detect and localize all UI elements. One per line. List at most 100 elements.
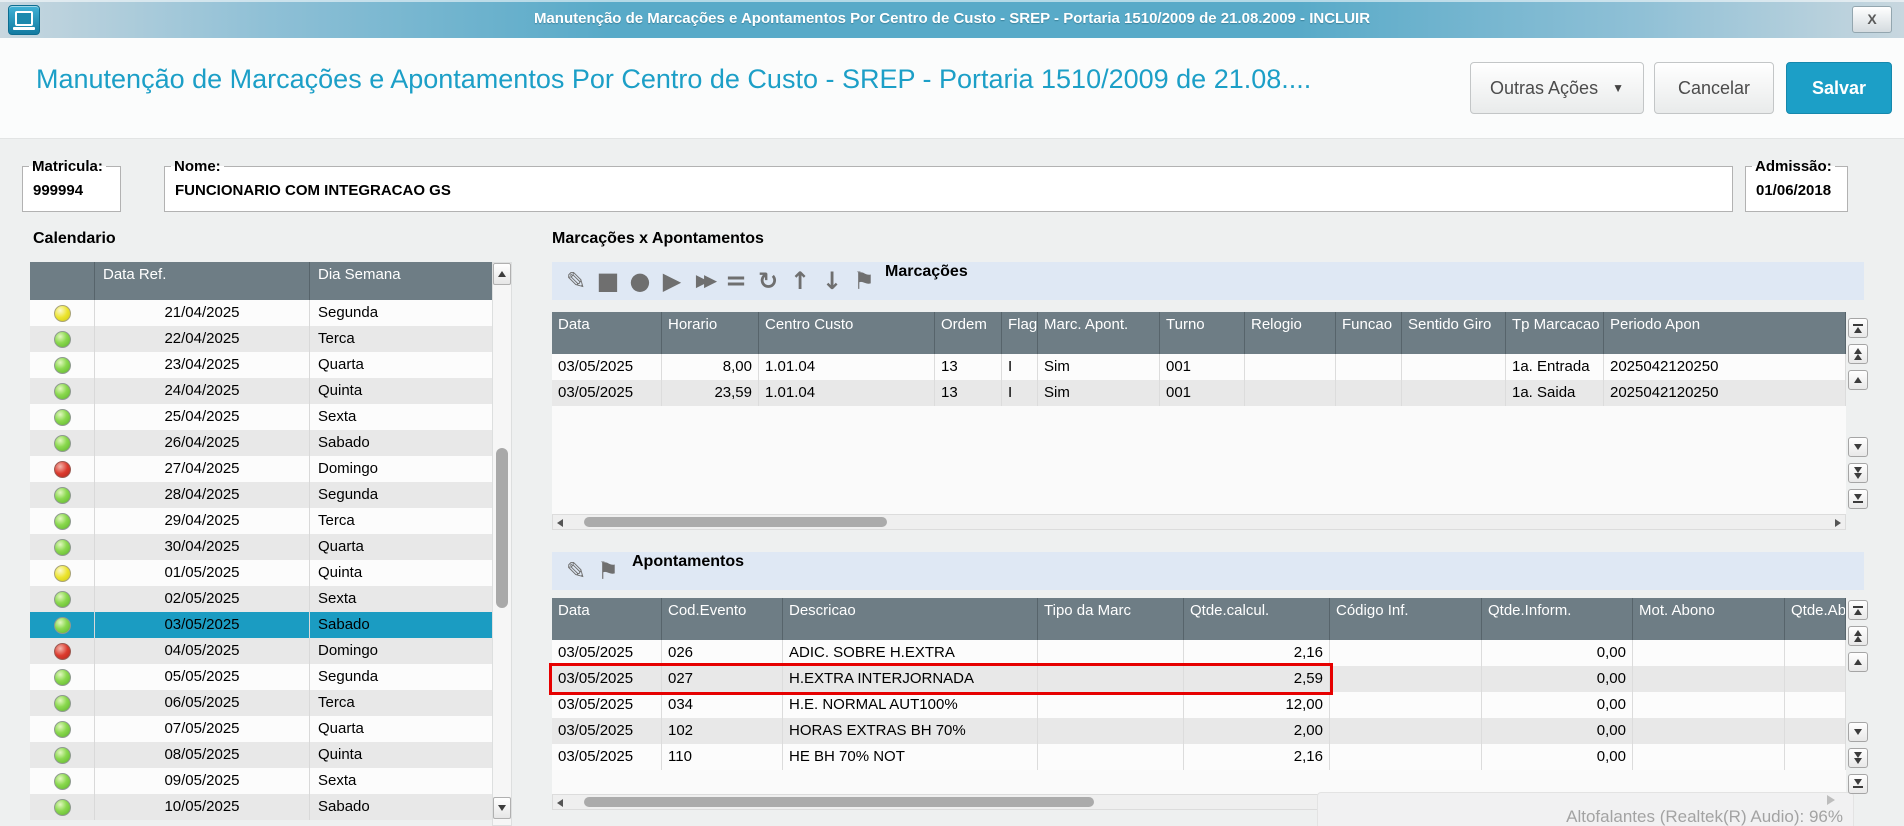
- status-cell: [30, 326, 95, 352]
- table-row[interactable]: 03/05/2025 034 H.E. NORMAL AUT100% 12,00 0,0…: [552, 692, 1846, 718]
- close-button[interactable]: X: [1852, 6, 1892, 33]
- scroll-down-button[interactable]: [1848, 437, 1868, 457]
- column-header-dia-semana[interactable]: Dia Semana: [318, 266, 401, 283]
- calendar-row[interactable]: 08/05/2025 Quinta: [30, 742, 492, 768]
- apontamentos-label: Apontamentos: [632, 553, 744, 570]
- scroll-down-button[interactable]: [493, 797, 511, 819]
- table-row[interactable]: 03/05/2025 026 ADIC. SOBRE H.EXTRA 2,16 0,00: [552, 640, 1846, 666]
- calendar-row[interactable]: 07/05/2025 Quarta: [30, 716, 492, 742]
- table-row[interactable]: 03/05/2025 102 HORAS EXTRAS BH 70% 2,00 0,00: [552, 718, 1846, 744]
- scroll-top-button[interactable]: [1848, 600, 1868, 620]
- calendar-row[interactable]: 02/05/2025 Sexta: [30, 586, 492, 612]
- cancel-button[interactable]: Cancelar: [1654, 62, 1774, 114]
- column-header[interactable]: Cod.Evento: [662, 598, 783, 640]
- column-header[interactable]: Turno: [1160, 312, 1245, 354]
- calendar-row[interactable]: 21/04/2025 Segunda: [30, 300, 492, 326]
- table-row[interactable]: 03/05/2025 110 HE BH 70% NOT 2,16 0,00: [552, 744, 1846, 770]
- equals-icon[interactable]: =: [725, 266, 747, 296]
- status-cell: [30, 612, 95, 638]
- scroll-up-button[interactable]: [1848, 652, 1868, 672]
- column-header[interactable]: Sentido Giro: [1402, 312, 1506, 354]
- column-header[interactable]: Código Inf.: [1330, 598, 1482, 640]
- calendar-row[interactable]: 10/05/2025 Sabado: [30, 794, 492, 820]
- scroll-up-button[interactable]: [1848, 370, 1868, 390]
- marcacoes-body: 03/05/2025 8,00 1.01.04 13 I Sim 001 1a. Entrad…: [552, 354, 1846, 514]
- scroll-up-button[interactable]: [493, 263, 511, 285]
- column-header[interactable]: Qtde.Inform.: [1482, 598, 1633, 640]
- calendar-row[interactable]: 28/04/2025 Segunda: [30, 482, 492, 508]
- calendar-row[interactable]: 23/04/2025 Quarta: [30, 352, 492, 378]
- page-down-button[interactable]: [1848, 748, 1868, 768]
- rotate-icon[interactable]: ↻: [757, 267, 779, 295]
- scroll-down-button[interactable]: [1848, 722, 1868, 742]
- table-cell: ADIC. SOBRE H.EXTRA: [783, 640, 1038, 666]
- page-up-button[interactable]: [1848, 626, 1868, 646]
- marcacoes-hscrollbar[interactable]: [552, 514, 1846, 530]
- arrow-up-icon[interactable]: ↑: [789, 267, 811, 295]
- column-header[interactable]: Descricao: [783, 598, 1038, 640]
- play-icon[interactable]: ▶: [662, 267, 682, 295]
- calendar-row[interactable]: 06/05/2025 Terca: [30, 690, 492, 716]
- calendar-date: 21/04/2025: [95, 300, 310, 326]
- calendar-row[interactable]: 25/04/2025 Sexta: [30, 404, 492, 430]
- fast-forward-icon[interactable]: ▶▶: [695, 271, 717, 291]
- calendar-date: 29/04/2025: [95, 508, 310, 534]
- column-header[interactable]: Qtde.calcul.: [1184, 598, 1330, 640]
- edit-icon[interactable]: ✎: [565, 267, 587, 295]
- table-cell: 03/05/2025: [552, 380, 662, 406]
- circle-icon[interactable]: ●: [629, 267, 651, 295]
- calendar-row[interactable]: 01/05/2025 Quinta: [30, 560, 492, 586]
- other-actions-button[interactable]: Outras Ações ▼: [1470, 62, 1644, 114]
- calendar-row[interactable]: 26/04/2025 Sabado: [30, 430, 492, 456]
- table-row[interactable]: 03/05/2025 027 H.EXTRA INTERJORNADA 2,59 0,0…: [552, 666, 1846, 692]
- scroll-bottom-button[interactable]: [1848, 489, 1868, 509]
- column-header[interactable]: Flag: [1002, 312, 1038, 354]
- calendar-row[interactable]: 29/04/2025 Terca: [30, 508, 492, 534]
- scroll-top-button[interactable]: [1848, 318, 1868, 338]
- scrollbar-thumb[interactable]: [496, 448, 508, 608]
- column-header[interactable]: Tp Marcacao: [1506, 312, 1604, 354]
- calendar-row[interactable]: 30/04/2025 Quarta: [30, 534, 492, 560]
- column-header[interactable]: Mot. Abono: [1633, 598, 1785, 640]
- scroll-left-icon[interactable]: [557, 519, 563, 527]
- column-header-data-ref[interactable]: Data Ref.: [95, 262, 310, 300]
- calendar-scrollbar[interactable]: [492, 262, 512, 826]
- flag-icon[interactable]: ⚑: [853, 267, 875, 295]
- calendar-row[interactable]: 09/05/2025 Sexta: [30, 768, 492, 794]
- scroll-bottom-button[interactable]: [1848, 774, 1868, 794]
- box-icon[interactable]: ■: [596, 267, 620, 295]
- calendar-date: 01/05/2025: [95, 560, 310, 586]
- column-header[interactable]: Data: [552, 598, 662, 640]
- column-header[interactable]: Horario: [662, 312, 759, 354]
- status-cell: [30, 794, 95, 820]
- table-cell: 03/05/2025: [552, 354, 662, 380]
- apontamentos-toolbar: ✎ ⚑ Apontamentos: [552, 552, 1864, 590]
- flag-icon[interactable]: ⚑: [597, 557, 619, 585]
- column-header[interactable]: Data: [552, 312, 662, 354]
- save-button[interactable]: Salvar: [1786, 62, 1892, 114]
- page-down-button[interactable]: [1848, 463, 1868, 483]
- column-header[interactable]: Ordem: [935, 312, 1002, 354]
- page-up-button[interactable]: [1848, 344, 1868, 364]
- calendar-row[interactable]: 22/04/2025 Terca: [30, 326, 492, 352]
- arrow-down-icon[interactable]: ↓: [821, 267, 843, 295]
- calendar-row[interactable]: 27/04/2025 Domingo: [30, 456, 492, 482]
- column-header[interactable]: Relogio: [1245, 312, 1336, 354]
- calendar-row[interactable]: 05/05/2025 Segunda: [30, 664, 492, 690]
- column-header[interactable]: Tipo da Marc: [1038, 598, 1184, 640]
- column-header[interactable]: Funcao: [1336, 312, 1402, 354]
- scrollbar-thumb[interactable]: [584, 797, 1094, 807]
- column-header[interactable]: Marc. Apont.: [1038, 312, 1160, 354]
- column-header[interactable]: Periodo Apon: [1604, 312, 1846, 354]
- scroll-right-icon[interactable]: [1835, 519, 1841, 527]
- edit-icon[interactable]: ✎: [565, 557, 587, 585]
- calendar-row[interactable]: 03/05/2025 Sabado: [30, 612, 492, 638]
- scrollbar-thumb[interactable]: [584, 517, 887, 527]
- scroll-left-icon[interactable]: [557, 799, 563, 807]
- calendar-row[interactable]: 24/04/2025 Quinta: [30, 378, 492, 404]
- table-row[interactable]: 03/05/2025 8,00 1.01.04 13 I Sim 001 1a. Entrad…: [552, 354, 1846, 380]
- column-header[interactable]: Centro Custo: [759, 312, 935, 354]
- table-row[interactable]: 03/05/2025 23,59 1.01.04 13 I Sim 001 1a. Saida…: [552, 380, 1846, 406]
- column-header[interactable]: Qtde.Ab: [1785, 598, 1846, 640]
- calendar-row[interactable]: 04/05/2025 Domingo: [30, 638, 492, 664]
